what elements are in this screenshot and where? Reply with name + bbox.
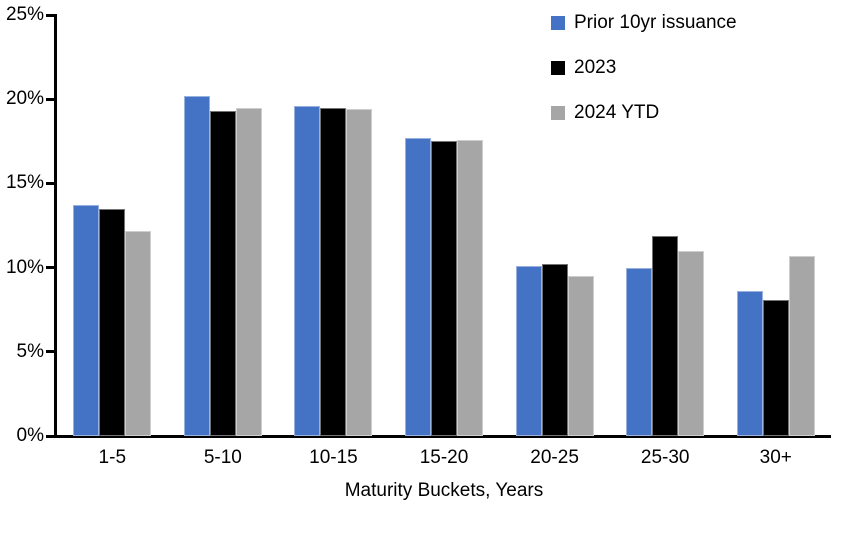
bar-2023-25-30 (652, 235, 679, 436)
x-axis-title: Maturity Buckets, Years (344, 480, 544, 501)
bar-2023-15-20 (431, 141, 458, 436)
plot-area (57, 15, 831, 436)
x-axis-label-10-15: 10-15 (309, 447, 358, 468)
bar-2023-1-5 (99, 208, 126, 436)
y-axis-tick (46, 266, 54, 270)
legend-item: 2023 (551, 57, 737, 78)
bar-2023-10-15 (320, 107, 347, 436)
bar-group-25-30 (610, 15, 721, 436)
legend-label: Prior 10yr issuance (574, 11, 737, 33)
bar-group-20-25 (499, 15, 610, 436)
legend-swatch-icon (551, 105, 565, 120)
y-axis-tick-label: 15% (5, 172, 44, 194)
legend-swatch-icon (551, 60, 565, 75)
bar-group-15-20 (389, 15, 500, 436)
bar-prior-10yr-issuance-5-10 (183, 95, 210, 436)
bar-2023-30+ (762, 299, 789, 436)
bar-2024-ytd-15-20 (457, 139, 484, 436)
bar-2024-ytd-25-30 (678, 250, 705, 436)
y-axis-tick (46, 97, 54, 101)
legend-item: 2024 YTD (551, 102, 737, 123)
bar-prior-10yr-issuance-25-30 (626, 267, 653, 436)
bar-group-30+ (720, 15, 831, 436)
x-axis-labels: 1-5 5-10 10-15 15-20 20-25 25-30 30+ (57, 447, 831, 469)
bar-2024-ytd-20-25 (567, 276, 594, 436)
bar-2023-20-25 (541, 264, 568, 436)
y-axis-tick-label: 25% (5, 4, 44, 25)
x-axis-label-30+: 30+ (759, 447, 792, 468)
bar-2024-ytd-5-10 (235, 107, 262, 436)
y-axis-line (54, 14, 57, 438)
x-axis-label-5-10: 5-10 (203, 447, 242, 468)
bar-prior-10yr-issuance-15-20 (405, 137, 432, 436)
x-axis-label-1-5: 1-5 (98, 447, 127, 468)
bar-2024-ytd-30+ (788, 255, 815, 436)
y-axis-tick (46, 13, 54, 17)
legend-label: 2024 YTD (574, 101, 660, 123)
x-axis-line (54, 435, 831, 438)
y-axis-tick-label: 10% (5, 256, 44, 278)
legend-label: 2023 (574, 56, 617, 78)
y-axis-tick (46, 434, 54, 438)
legend: Prior 10yr issuance 2023 2024 YTD (551, 12, 737, 147)
x-axis-label-15-20: 15-20 (419, 447, 469, 468)
bar-group-5-10 (168, 15, 279, 436)
legend-swatch-icon (551, 15, 565, 30)
bar-2023-5-10 (209, 111, 236, 436)
bar-group-10-15 (278, 15, 389, 436)
x-axis-label-20-25: 20-25 (530, 447, 579, 468)
legend-item: Prior 10yr issuance (551, 12, 737, 33)
bar-2024-ytd-10-15 (346, 109, 373, 436)
bar-2024-ytd-1-5 (125, 230, 152, 436)
bar-prior-10yr-issuance-30+ (736, 291, 763, 436)
x-axis-label-25-30: 25-30 (640, 447, 690, 468)
bar-group-1-5 (57, 15, 168, 436)
y-axis-tick-label: 5% (16, 340, 44, 362)
y-axis-tick-label: 20% (5, 88, 44, 110)
y-axis-tick-label: 0% (16, 425, 44, 446)
bar-prior-10yr-issuance-1-5 (73, 205, 100, 436)
bar-prior-10yr-issuance-20-25 (515, 265, 542, 436)
y-axis-tick (46, 181, 54, 185)
y-axis-tick (46, 350, 54, 354)
bar-prior-10yr-issuance-10-15 (294, 105, 321, 436)
